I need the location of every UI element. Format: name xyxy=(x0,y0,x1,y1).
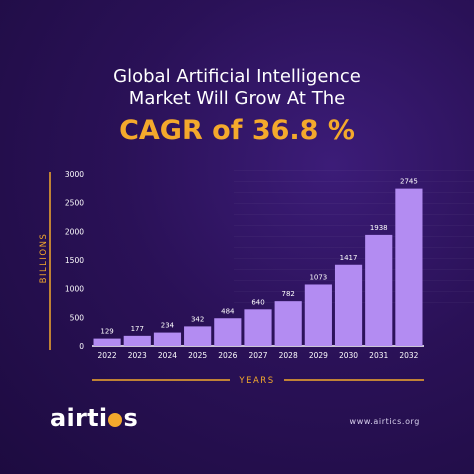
y-axis-label: BILLIONS xyxy=(39,233,49,284)
bar-2032 xyxy=(395,188,423,346)
x-tick-label: 2032 xyxy=(399,351,418,360)
data-label: 177 xyxy=(131,325,144,333)
data-label: 1073 xyxy=(309,273,327,281)
x-tick-label: 2026 xyxy=(218,351,237,360)
logo-dot-icon xyxy=(108,413,123,427)
x-tick-label: 2028 xyxy=(279,351,298,360)
cagr-highlight: CAGR of 36.8 % xyxy=(119,115,355,146)
x-tick-label: 2023 xyxy=(128,351,147,360)
bar-2031 xyxy=(365,234,393,346)
y-tick-label: 0 xyxy=(79,342,84,351)
bar-2026 xyxy=(214,318,242,346)
data-label: 342 xyxy=(191,315,204,323)
bar-2029 xyxy=(304,284,332,346)
data-label: 484 xyxy=(221,307,235,315)
y-tick-label: 1000 xyxy=(65,285,84,294)
bar-2023 xyxy=(123,335,151,346)
data-label: 640 xyxy=(251,298,264,306)
x-tick-label: 2022 xyxy=(98,351,117,360)
bar-2024 xyxy=(153,332,182,346)
data-label: 1417 xyxy=(340,254,358,262)
y-tick-label: 500 xyxy=(70,313,85,322)
bar-2028 xyxy=(274,301,302,346)
x-tick-label: 2030 xyxy=(339,351,358,360)
y-tick-label: 1500 xyxy=(65,256,84,265)
y-tick-label: 3000 xyxy=(65,170,84,179)
bar-2030 xyxy=(334,264,363,346)
bar-2027 xyxy=(244,309,272,346)
y-tick-label: 2000 xyxy=(65,227,84,236)
y-tick-label: 2500 xyxy=(65,199,84,208)
bar-2022 xyxy=(93,338,121,346)
x-tick-label: 2031 xyxy=(369,351,388,360)
x-tick-label: 2027 xyxy=(248,351,267,360)
logo-text-start: airti xyxy=(50,404,108,432)
data-label: 129 xyxy=(100,328,113,336)
airtics-logo: airti s xyxy=(50,404,138,432)
x-tick-label: 2024 xyxy=(158,351,177,360)
headline-line-2: Market Will Grow At The xyxy=(128,88,346,109)
x-tick-label: 2025 xyxy=(188,351,207,360)
bar-2025 xyxy=(184,326,212,346)
logo-text-end: s xyxy=(123,404,139,432)
x-axis-label: YEARS xyxy=(238,376,274,386)
x-tick-label: 2029 xyxy=(309,351,328,360)
headline-line-1: Global Artificial Intelligence xyxy=(113,66,361,87)
website-url: www.airtics.org xyxy=(349,417,420,426)
data-label: 782 xyxy=(281,290,294,298)
data-label: 1938 xyxy=(370,224,388,232)
data-label: 2745 xyxy=(400,178,418,186)
data-label: 234 xyxy=(161,322,175,330)
